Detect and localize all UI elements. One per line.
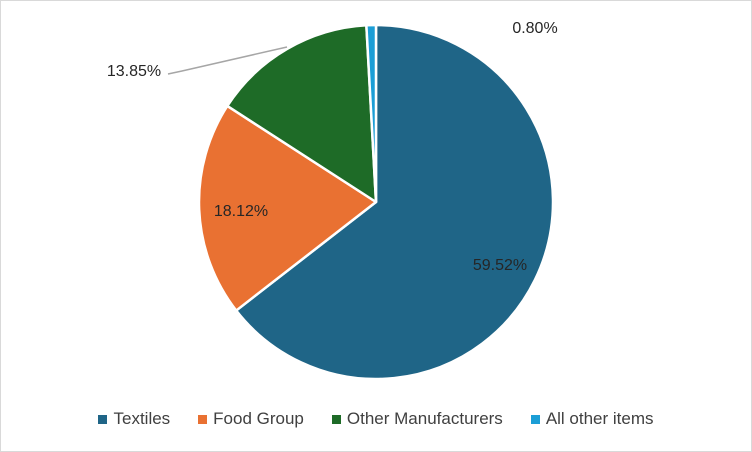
leader-lines <box>167 46 288 75</box>
pie-slice-all-other-items <box>365 23 378 204</box>
legend-item-food-group: Food Group <box>198 409 304 429</box>
legend-item-textiles: Textiles <box>98 409 170 429</box>
legend-swatch-food-group <box>198 414 208 424</box>
legend-label-textiles: Textiles <box>113 409 171 428</box>
data-label-food-group: 18.12% <box>214 203 268 220</box>
pie-slice-textiles <box>234 23 555 381</box>
pie-slice-other-manufacturers <box>226 24 378 204</box>
legend-label-other-manufacturers: Other Manufacturers <box>346 409 503 428</box>
pie-slices <box>197 23 555 381</box>
legend-swatch-other-manufacturers <box>331 414 341 424</box>
leader-line-other-manufacturers <box>167 46 288 75</box>
legend-item-other-manufacturers: Other Manufacturers <box>331 409 503 429</box>
data-label-textiles: 59.52% <box>473 257 527 274</box>
legend-swatch-textiles <box>98 414 108 424</box>
legend-label-all-other-items: All other items <box>545 409 654 428</box>
data-labels: 59.52% 18.12% 13.85% 0.80% <box>107 20 558 274</box>
legend: Textiles Food Group Other Manufacturers … <box>0 409 752 429</box>
legend-label-food-group: Food Group <box>213 409 304 428</box>
data-label-all-other-items: 0.80% <box>512 20 557 37</box>
pie-slice-food-group <box>197 104 378 312</box>
legend-item-all-other-items: All other items <box>530 409 654 429</box>
legend-swatch-all-other-items <box>530 414 540 424</box>
data-label-other-manufacturers: 13.85% <box>107 63 161 80</box>
